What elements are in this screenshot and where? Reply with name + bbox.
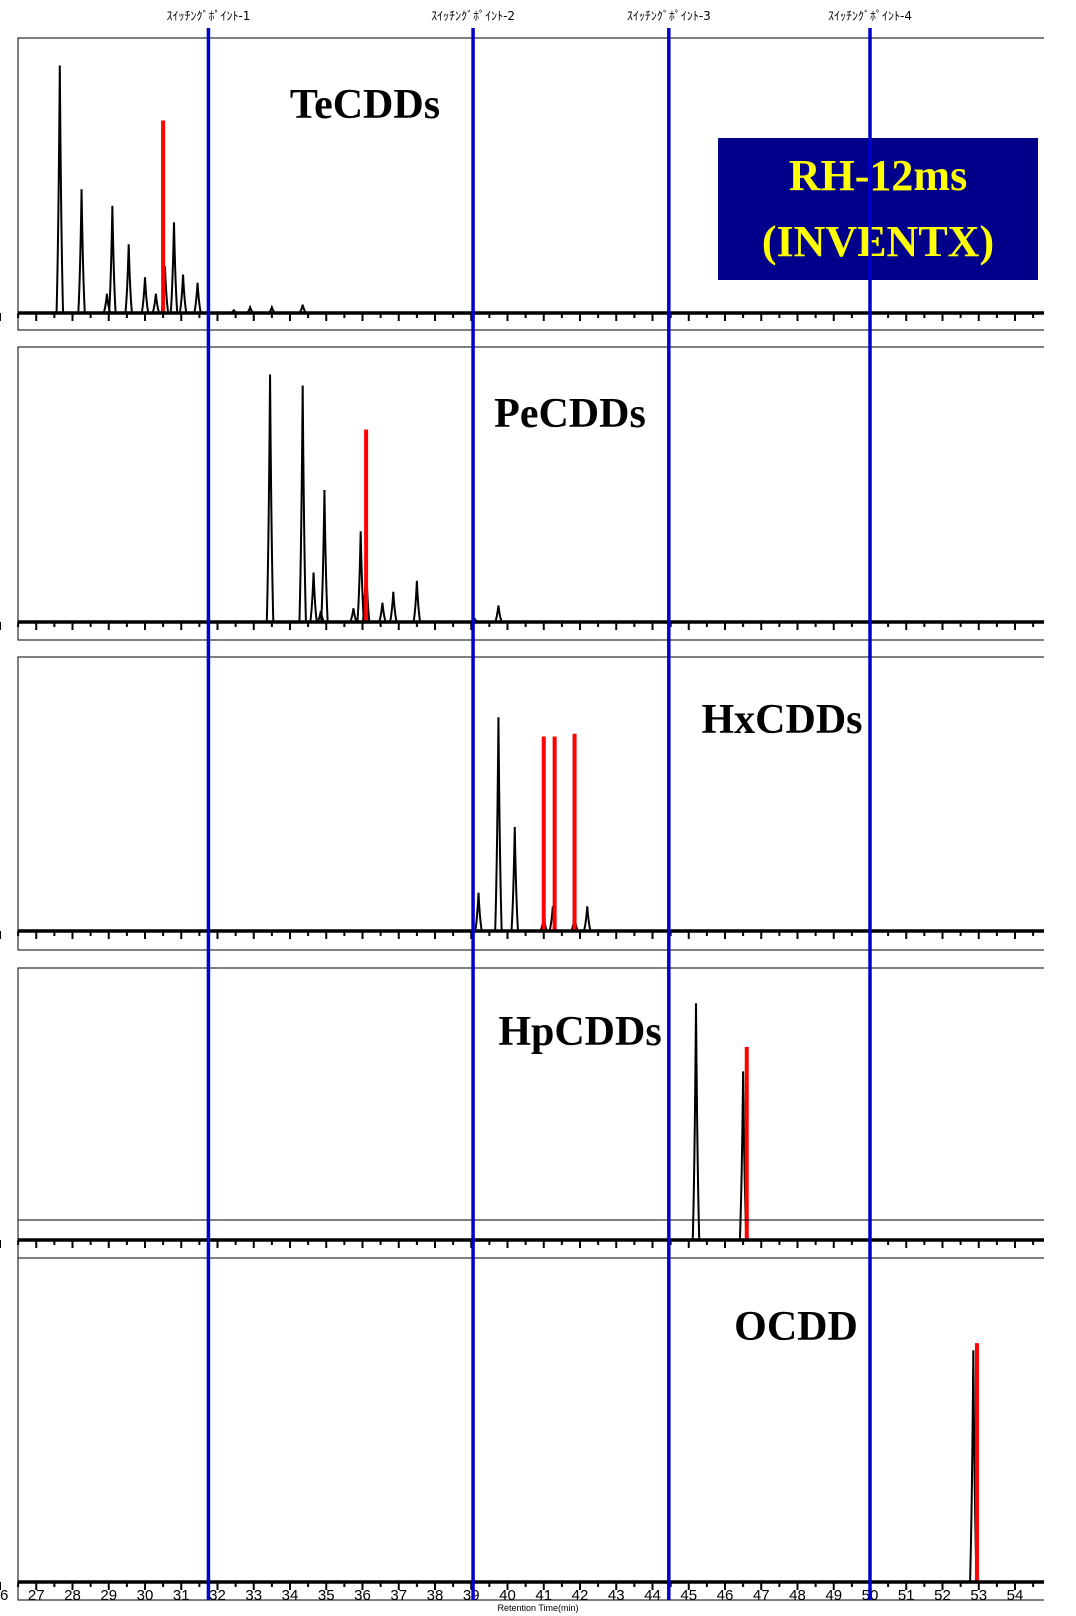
x-tick-label: 42 xyxy=(572,1587,589,1604)
panel-title: TeCDDs xyxy=(290,82,440,128)
panel-title: HpCDDs xyxy=(498,1009,661,1055)
panel-hxcdds: HxCDDs xyxy=(0,656,1044,951)
x-tick-label: 27 xyxy=(28,1587,45,1604)
x-tick-label: 49 xyxy=(825,1587,842,1604)
switching-point-label-3: ｽｲｯﾁﾝｸﾞﾎﾟｲﾝﾄ-3 xyxy=(627,9,711,23)
panel-frame xyxy=(17,37,1044,331)
panel-title: PeCDDs xyxy=(494,391,646,437)
x-tick-label: 28 xyxy=(64,1587,81,1604)
x-tick-label: 51 xyxy=(898,1587,915,1604)
x-tick-label: 31 xyxy=(173,1587,190,1604)
panel-frame xyxy=(17,656,1044,951)
panel-frame xyxy=(17,1219,1044,1601)
chromatogram-trace xyxy=(18,65,1044,314)
x-tick-label: 37 xyxy=(390,1587,407,1604)
x-tick-label: 46 xyxy=(717,1587,734,1604)
x-tick-label: 26 xyxy=(0,1587,8,1604)
x-tick-label: 36 xyxy=(354,1587,371,1604)
column-label-box xyxy=(718,138,1038,280)
chromatogram-trace xyxy=(18,1003,1044,1241)
x-tick-label: 41 xyxy=(535,1587,552,1604)
x-tick-label: 43 xyxy=(608,1587,625,1604)
panel-pecdds: PeCDDs xyxy=(0,346,1044,641)
x-tick-label: 40 xyxy=(499,1587,516,1604)
x-tick-label: 54 xyxy=(1007,1587,1024,1604)
switching-point-label-2: ｽｲｯﾁﾝｸﾞﾎﾟｲﾝﾄ-2 xyxy=(431,9,515,23)
chromatogram-trace xyxy=(18,717,1044,932)
x-tick-label: 53 xyxy=(970,1587,987,1604)
x-tick-label: 32 xyxy=(209,1587,226,1604)
panel-title: OCDD xyxy=(734,1304,858,1350)
x-tick-label: 39 xyxy=(463,1587,480,1604)
panel-frame xyxy=(17,346,1044,641)
x-tick-label: 38 xyxy=(427,1587,444,1604)
panel-hpcdds: HpCDDs xyxy=(0,967,1044,1259)
x-tick-label: 47 xyxy=(753,1587,770,1604)
x-tick-label: 34 xyxy=(282,1587,299,1604)
x-tick-label: 45 xyxy=(680,1587,697,1604)
x-tick-label: 44 xyxy=(644,1587,661,1604)
switching-point-label-1: ｽｲｯﾁﾝｸﾞﾎﾟｲﾝﾄ-1 xyxy=(166,9,250,23)
chromatogram-trace xyxy=(18,374,1044,623)
chromatogram-trace xyxy=(18,1350,1044,1583)
x-tick-label: 48 xyxy=(789,1587,806,1604)
x-tick-label: 29 xyxy=(100,1587,117,1604)
column-label-line-1: RH-12ms xyxy=(789,151,967,200)
switching-point-label-4: ｽｲｯﾁﾝｸﾞﾎﾟｲﾝﾄ-4 xyxy=(828,9,912,23)
x-tick-label: 35 xyxy=(318,1587,335,1604)
x-tick-label: 30 xyxy=(137,1587,154,1604)
x-tick-label: 52 xyxy=(934,1587,951,1604)
panel-ocdd: OCDD xyxy=(0,1219,1044,1601)
x-axis-title: Retention Time(min) xyxy=(497,1603,578,1613)
panel-tecdds: TeCDDs xyxy=(0,37,1044,331)
panel-title: HxCDDs xyxy=(701,697,862,743)
panel-frame xyxy=(17,967,1044,1259)
column-label-line-2: (INVENTX) xyxy=(762,217,994,266)
x-tick-label: 33 xyxy=(245,1587,262,1604)
